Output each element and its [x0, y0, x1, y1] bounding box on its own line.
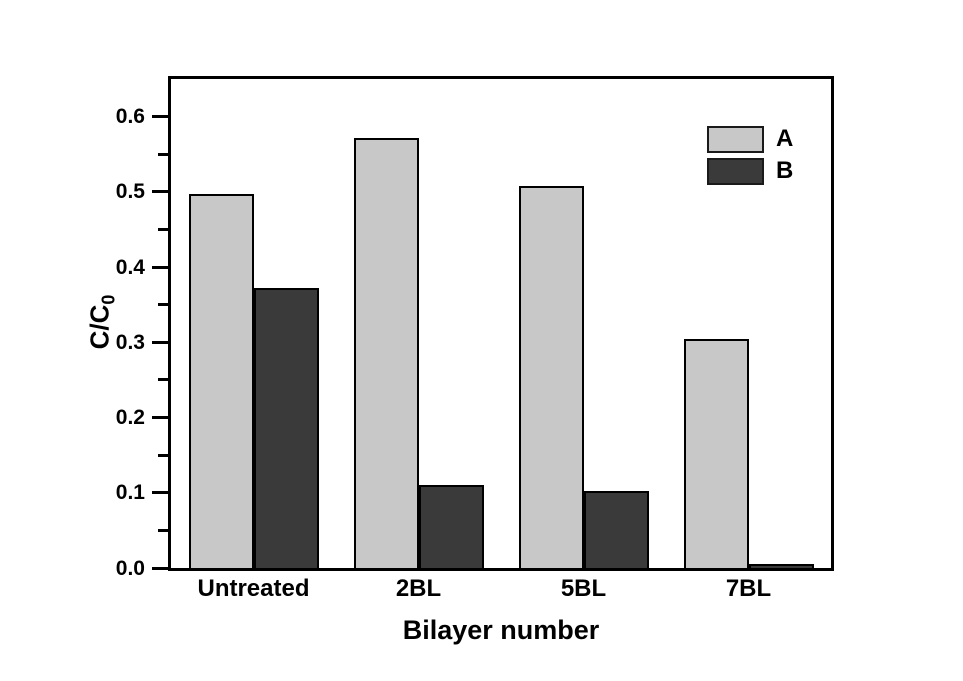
legend-swatch-B [707, 157, 764, 185]
x-axis-category-label: 2BL [395, 575, 442, 602]
y-axis-title-text: C/C [84, 304, 115, 350]
y-axis-tick-label: 0.0 [115, 556, 145, 580]
bar-A-2BL [353, 138, 419, 568]
x-axis-category-label: Untreated [197, 575, 310, 602]
y-axis-major-tick [152, 491, 168, 495]
plot-area: 0.0 0.1 0.2 0.3 0.4 0.5 0.6 Untreated 2BL 5BL 7BL… [116, 76, 834, 645]
bar-A-5BL [518, 185, 584, 568]
x-axis-category-label: 7BL [725, 575, 772, 602]
legend-entry-A: A [707, 125, 793, 153]
y-axis-title: C/C0 [84, 294, 119, 350]
y-axis-major-tick [152, 190, 168, 194]
y-axis-minor-tick [158, 227, 168, 231]
y-axis-minor-tick [158, 453, 168, 457]
y-axis-minor-tick [158, 303, 168, 307]
y-axis-tick-label: 0.5 [115, 180, 145, 204]
y-axis-major-tick [152, 265, 168, 269]
y-axis-minor-tick [158, 152, 168, 156]
legend-swatch-A [707, 125, 764, 153]
x-axis-category-label: 5BL [560, 575, 607, 602]
y-axis-minor-tick [158, 378, 168, 382]
y-axis-major-tick [152, 340, 168, 344]
y-axis-tick-label: 0.4 [115, 255, 145, 279]
y-axis-tick-label: 0.1 [115, 481, 145, 505]
legend-entry-B: B [707, 157, 793, 185]
y-axis-major-tick [152, 566, 168, 570]
bar-B-Untreated [253, 288, 319, 568]
y-axis-title-subscript: 0 [98, 294, 119, 305]
y-axis-tick-label: 0.2 [115, 406, 145, 430]
y-axis-major-tick [152, 115, 168, 119]
y-axis-tick-label: 0.6 [115, 105, 145, 129]
y-axis-tick-label: 0.3 [115, 330, 145, 354]
bar-A-7BL [683, 338, 749, 568]
x-axis-title: Bilayer number [402, 615, 600, 645]
legend-label-A: A [776, 125, 794, 152]
y-axis-minor-tick [158, 528, 168, 532]
y-axis-major-tick [152, 416, 168, 420]
bar-A-Untreated [188, 194, 254, 568]
legend-label-B: B [776, 157, 794, 184]
bar-B-5BL [583, 491, 649, 568]
bar-B-7BL [748, 564, 814, 568]
bar-B-2BL [418, 484, 484, 568]
